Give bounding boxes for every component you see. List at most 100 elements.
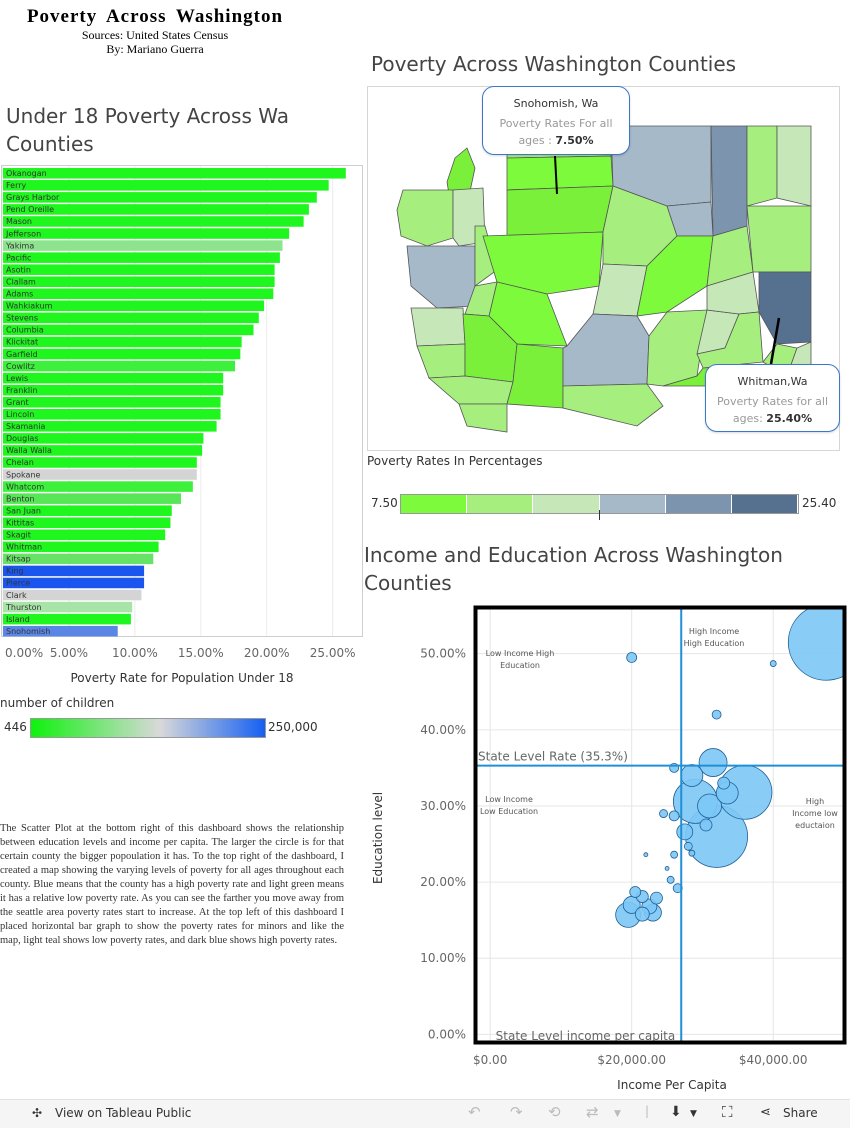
county-whitman[interactable]: [758, 271, 812, 345]
scatter-point[interactable]: [697, 793, 722, 819]
bar[interactable]: [3, 601, 133, 613]
scatter-point[interactable]: [699, 818, 713, 832]
undo-icon[interactable]: ↶: [468, 1103, 481, 1121]
bar[interactable]: [3, 457, 197, 468]
scatter-point[interactable]: [711, 709, 722, 720]
bar[interactable]: [3, 252, 280, 263]
bar[interactable]: [3, 228, 290, 239]
bar[interactable]: [3, 481, 193, 492]
bar[interactable]: [3, 288, 274, 300]
bar[interactable]: [3, 264, 275, 275]
fullscreen-icon[interactable]: ⛶: [722, 1103, 733, 1121]
bar[interactable]: [3, 421, 217, 432]
bar[interactable]: [3, 445, 203, 456]
county-king[interactable]: [482, 231, 604, 295]
tableau-logo-icon[interactable]: ✣: [32, 1106, 43, 1120]
scatter-point[interactable]: [787, 604, 850, 681]
bar[interactable]: [3, 372, 224, 384]
scatter-point[interactable]: [717, 776, 731, 790]
bar[interactable]: [3, 300, 265, 312]
scatter-point[interactable]: [676, 823, 694, 841]
bar[interactable]: [3, 625, 118, 637]
download-dropdown-icon[interactable]: ▼: [690, 1109, 697, 1119]
under18-bar-chart[interactable]: Okanogan Ferry Grays Harbor Pend Oreille Mas…: [0, 164, 366, 692]
bar[interactable]: [3, 384, 224, 396]
bar[interactable]: [3, 168, 346, 179]
view-on-tableau-link[interactable]: View on Tableau Public: [55, 1106, 192, 1120]
scatter-point[interactable]: [659, 809, 668, 818]
bar[interactable]: [3, 589, 142, 601]
bar[interactable]: [3, 409, 221, 420]
map-legend-scale[interactable]: [400, 494, 799, 514]
scatter-point[interactable]: [680, 764, 704, 787]
scatter-point[interactable]: [629, 886, 642, 898]
bar[interactable]: [3, 517, 171, 528]
scatter-point[interactable]: [668, 810, 680, 822]
scatter-point[interactable]: [666, 875, 675, 884]
scatter-point[interactable]: [650, 891, 663, 905]
map-legend-step[interactable]: [467, 495, 534, 513]
bar[interactable]: [3, 360, 236, 372]
bar[interactable]: [3, 240, 283, 251]
county-kitsap-mason[interactable]: [474, 225, 498, 287]
bar[interactable]: [3, 565, 145, 577]
bar[interactable]: [3, 505, 172, 516]
share-button[interactable]: Share: [783, 1106, 818, 1120]
download-icon[interactable]: ⬇: [670, 1104, 682, 1120]
bar[interactable]: [3, 433, 204, 444]
bar[interactable]: [3, 577, 145, 589]
scatter-point[interactable]: [664, 865, 670, 871]
redo-icon[interactable]: ↷: [510, 1103, 523, 1121]
map-legend-step[interactable]: [401, 495, 468, 513]
bar[interactable]: [3, 192, 317, 203]
county-spokane[interactable]: [746, 205, 812, 273]
bar[interactable]: [3, 553, 154, 565]
county-pend-oreille[interactable]: [776, 125, 812, 207]
bar[interactable]: [3, 216, 304, 227]
map-legend-step[interactable]: [599, 495, 666, 513]
bar[interactable]: [3, 613, 131, 625]
county-pacific[interactable]: [410, 307, 466, 347]
refresh-dropdown-icon[interactable]: ▼: [614, 1109, 621, 1119]
bar[interactable]: [3, 312, 259, 324]
scatter-point[interactable]: [634, 906, 650, 922]
bar[interactable]: [3, 336, 242, 348]
share-icon[interactable]: ⋖: [760, 1105, 771, 1120]
scatter-point[interactable]: [683, 841, 693, 851]
county-stevens[interactable]: [746, 125, 778, 207]
county-skagit[interactable]: [506, 155, 614, 191]
county-clallam[interactable]: [396, 189, 454, 247]
county-ferry[interactable]: [710, 125, 748, 237]
bar[interactable]: [3, 348, 241, 360]
bar[interactable]: [3, 180, 329, 191]
bar-category-label: Grays Harbor: [6, 193, 60, 202]
county-klickitat[interactable]: [562, 383, 664, 427]
county-snohomish[interactable]: [506, 185, 614, 237]
scatter-point[interactable]: [688, 849, 696, 857]
scatter-point[interactable]: [698, 748, 728, 777]
bar[interactable]: [3, 541, 159, 553]
map-legend-step[interactable]: [665, 495, 732, 513]
bar[interactable]: [3, 276, 275, 287]
scatter-point[interactable]: [643, 852, 649, 858]
bar-marks[interactable]: Okanogan Ferry Grays Harbor Pend Oreille Mas…: [3, 168, 346, 637]
bar[interactable]: [3, 493, 181, 504]
bar-category-label: Stevens: [6, 314, 38, 323]
income-education-scatter[interactable]: 0.00% 10.00% 20.00% 30.00% 40.00% 50.00% $0.0…: [364, 604, 850, 1096]
map-legend-step[interactable]: [731, 495, 799, 513]
bar[interactable]: [3, 204, 309, 215]
bar[interactable]: [3, 324, 254, 336]
scatter-point[interactable]: [769, 660, 777, 667]
bar[interactable]: [3, 396, 221, 408]
refresh-icon[interactable]: ⇄: [586, 1103, 599, 1121]
scatter-point[interactable]: [626, 652, 638, 663]
children-legend-gradient[interactable]: [30, 718, 266, 738]
scatter-point[interactable]: [670, 850, 679, 859]
bar[interactable]: [3, 469, 197, 480]
bar[interactable]: [3, 529, 166, 541]
map-legend-step[interactable]: [533, 495, 600, 513]
revert-icon[interactable]: ⟲: [548, 1103, 561, 1121]
scatter-points[interactable]: [615, 604, 850, 928]
county-clark[interactable]: [458, 403, 508, 433]
tooltip-county-name: Snohomish, Wa: [513, 97, 599, 110]
